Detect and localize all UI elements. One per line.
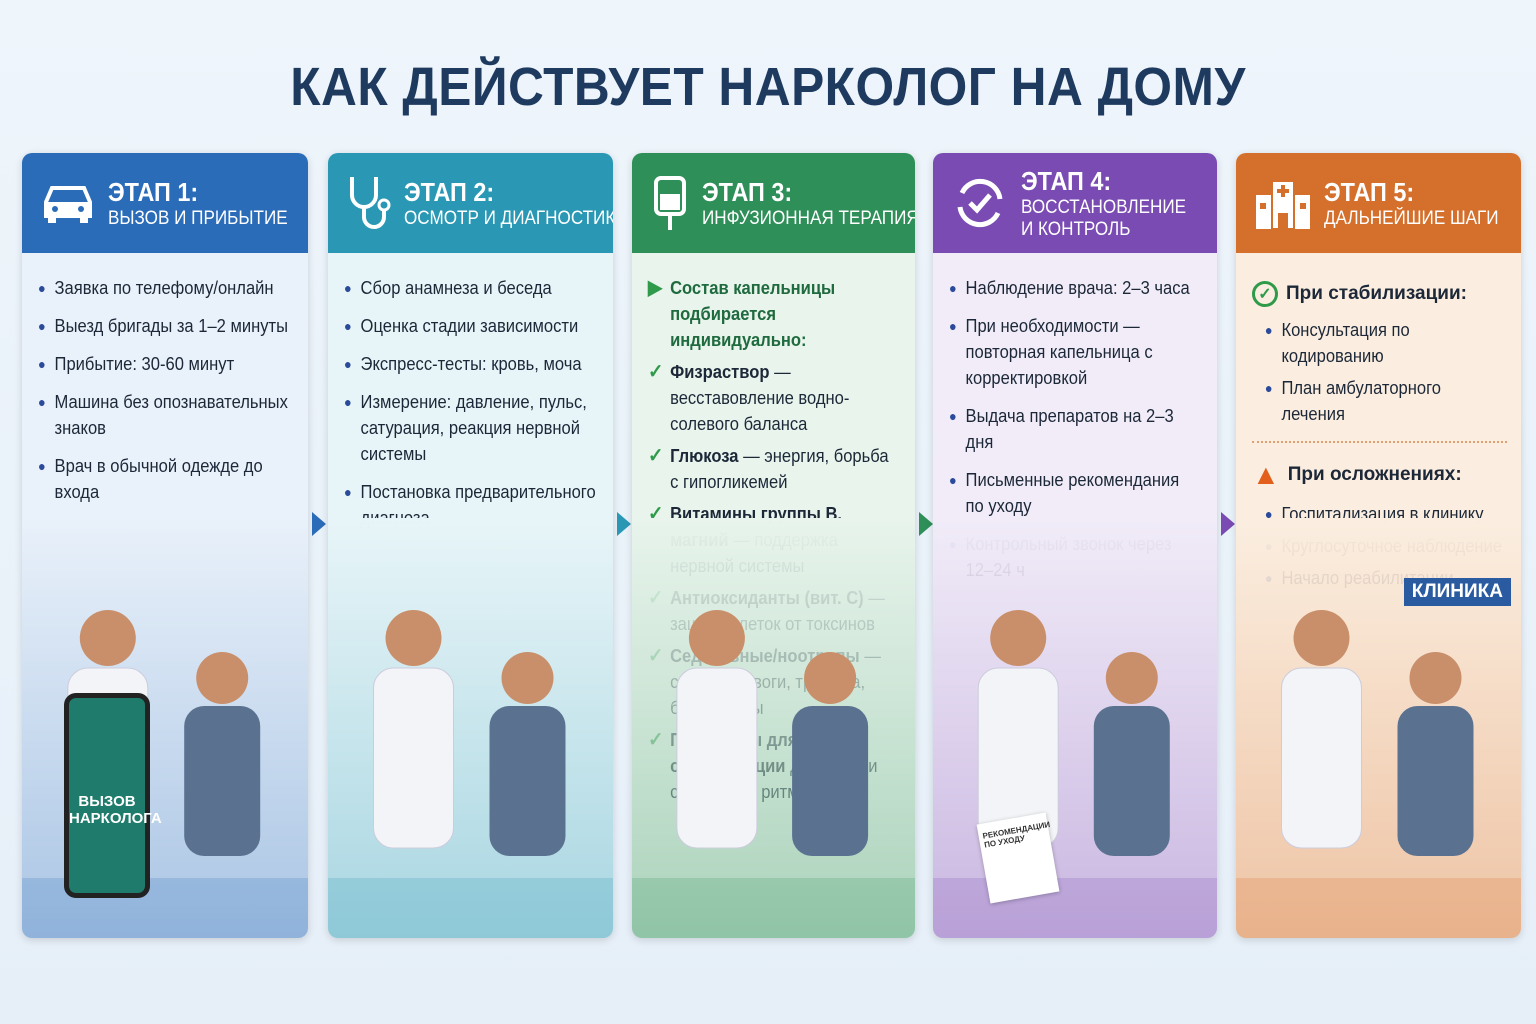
list-item: ● Наблюдение врача: 2–3 часа [949,275,1201,301]
stage-2-illustration [328,518,613,938]
divider [1252,441,1507,443]
check-circle-icon: ✓ [1252,281,1278,307]
arrow-icon [1221,512,1235,536]
checkmark-icon: ✓ [648,361,664,383]
list-item: ● Консультация по кодированию [1252,317,1505,369]
stage-2-content: ● Сбор анамнеза и беседа ● Оценка стадии за… [328,253,613,573]
stage-4-panel: ЭТАП 4: ВОССТАНОВЛЕНИЕ И КОНТРОЛЬ ● Наблюд… [933,153,1217,938]
list-item: ● Прибытие: 30-60 минут [38,351,292,377]
arrow-icon [312,512,326,536]
group-title: ✓ При стабилизации: [1252,281,1507,307]
page-title: КАК ДЕЙСТВУЕТ НАРКОЛОГ НА ДОМУ [290,57,1246,117]
bullet-icon: ● [38,318,46,334]
list-item: ● План амбулаторного лечения [1252,375,1505,427]
stage-number: ЭТАП 1: [108,176,199,207]
bullet-icon: ● [949,472,957,488]
stage-5-header: ЭТАП 5: ДАЛЬНЕЙШИЕ ШАГИ [1236,153,1521,253]
bullet-icon: ● [38,280,46,296]
stage-3-header: ЭТАП 3: ИНФУЗИОННАЯ ТЕРАПИЯ [632,153,915,253]
list-item: ● Машина без опознавательных знаков [38,389,292,441]
stage-4-content: ● Наблюдение врача: 2–3 часа ● При необходи… [933,253,1217,580]
stage-number: ЭТАП 2: [404,176,495,207]
arrow-icon [919,512,933,536]
bullet-icon: ● [344,356,352,372]
stage-2-panel: ЭТАП 2: ОСМОТР И ДИАГНОСТИКА ● Сбор анамн… [328,153,613,938]
bullet-icon: ● [344,280,352,296]
bullet-icon: ● [949,318,957,334]
stage-number: ЭТАП 3: [702,176,793,207]
list-item: ● Измерение: давление, пульс, сатурация, … [344,389,597,467]
care-recommendations-paper: РЕКОМЕНДАЦИИ ПО УХОДУ [976,812,1060,904]
stage-name: ИНФУЗИОННАЯ ТЕРАПИЯ [702,207,915,229]
iv-drip-icon [648,172,692,234]
refresh-check-icon [949,172,1011,234]
bullet-icon: ● [38,458,46,474]
list-item: ● При необходимости — повторная капельниц… [949,313,1201,391]
stage-name: ВЫЗОВ И ПРИБЫТИЕ [108,207,288,229]
stage-5-illustration: КЛИНИКА [1236,518,1521,938]
list-item: ● Заявка по телефому/онлайн [38,275,292,301]
clinic-sign: КЛИНИКА [1403,578,1511,606]
stage-name: И КОНТРОЛЬ [1021,218,1131,240]
hospital-icon [1252,172,1314,234]
phone-screen: ВЫЗОВ НАРКОЛОГА [64,693,162,898]
bullet-icon: ● [344,484,352,500]
stage-name: ДАЛЬНЕЙШИЕ ШАГИ [1324,207,1499,229]
car-icon [38,172,98,234]
bullet-icon: ● [1264,322,1273,338]
bullet-icon: ● [38,394,46,410]
play-icon: ▶ [648,277,663,299]
bullet-icon: ● [344,394,352,410]
warning-icon: ▲ [1252,459,1280,490]
list-item: ● Оценка стадии зависимости [344,313,597,339]
stage-4-illustration: РЕКОМЕНДАЦИИ ПО УХОДУ [933,518,1217,938]
stage-3-panel: ЭТАП 3: ИНФУЗИОННАЯ ТЕРАПИЯ ▶ Состав капе… [632,153,915,938]
arrow-icon [617,512,631,536]
stage-1-panel: ЭТАП 1: ВЫЗОВ И ПРИБЫТИЕ ● Заявка по теле… [22,153,308,938]
bullet-icon: ● [38,356,46,372]
bullet-icon: ● [949,408,957,424]
stage-number: ЭТАП 5: [1324,176,1415,207]
list-item: ● Выезд бригады за 1–2 минуты [38,313,292,339]
list-item: ● Экспресс-тесты: кровь, моча [344,351,597,377]
stage-4-header: ЭТАП 4: ВОССТАНОВЛЕНИЕ И КОНТРОЛЬ [933,153,1217,253]
stage-3-illustration [632,518,915,938]
intro-text: ▶ Состав капельницы подбирается индивидуа… [648,275,899,353]
stage-1-illustration: ВЫЗОВ НАРКОЛОГА [22,518,308,938]
stethoscope-icon [344,172,394,234]
list-item: ● Письменные рекомендания по уходу [949,467,1201,519]
group-title: ▲ При осложнениях: [1252,459,1462,490]
stage-name: ВОССТАНОВЛЕНИЕ [1021,196,1187,218]
list-item: ✓ Физраствор — весставовление водно-солев… [648,359,899,437]
stage-2-header: ЭТАП 2: ОСМОТР И ДИАГНОСТИКА [328,153,613,253]
bullet-icon: ● [1264,380,1273,396]
checkmark-icon: ✓ [648,445,664,467]
bullet-icon: ● [949,280,957,296]
list-item: ● Врач в обычной одежде до входа [38,453,292,505]
list-item: ✓ Глюкоза — энергия, борьба с гипогликеме… [648,443,899,495]
stage-number: ЭТАП 4: [1021,165,1112,196]
list-item: ● Сбор анамнеза и беседа [344,275,597,301]
call-narcologist-label: ВЫЗОВ НАРКОЛОГА [69,793,162,827]
stage-1-header: ЭТАП 1: ВЫЗОВ И ПРИБЫТИЕ [22,153,308,253]
stage-1-content: ● Заявка по телефому/онлайн ● Выезд бригады… [22,253,308,573]
bullet-icon: ● [1264,506,1273,522]
bullet-icon: ● [344,318,352,334]
stage-5-panel: ЭТАП 5: ДАЛЬНЕЙШИЕ ШАГИ ✓ При стабилизаци… [1236,153,1521,938]
list-item: ● Выдача препаратов на 2–3 дня [949,403,1201,455]
stage-name: ОСМОТР И ДИАГНОСТИКА [404,207,613,229]
